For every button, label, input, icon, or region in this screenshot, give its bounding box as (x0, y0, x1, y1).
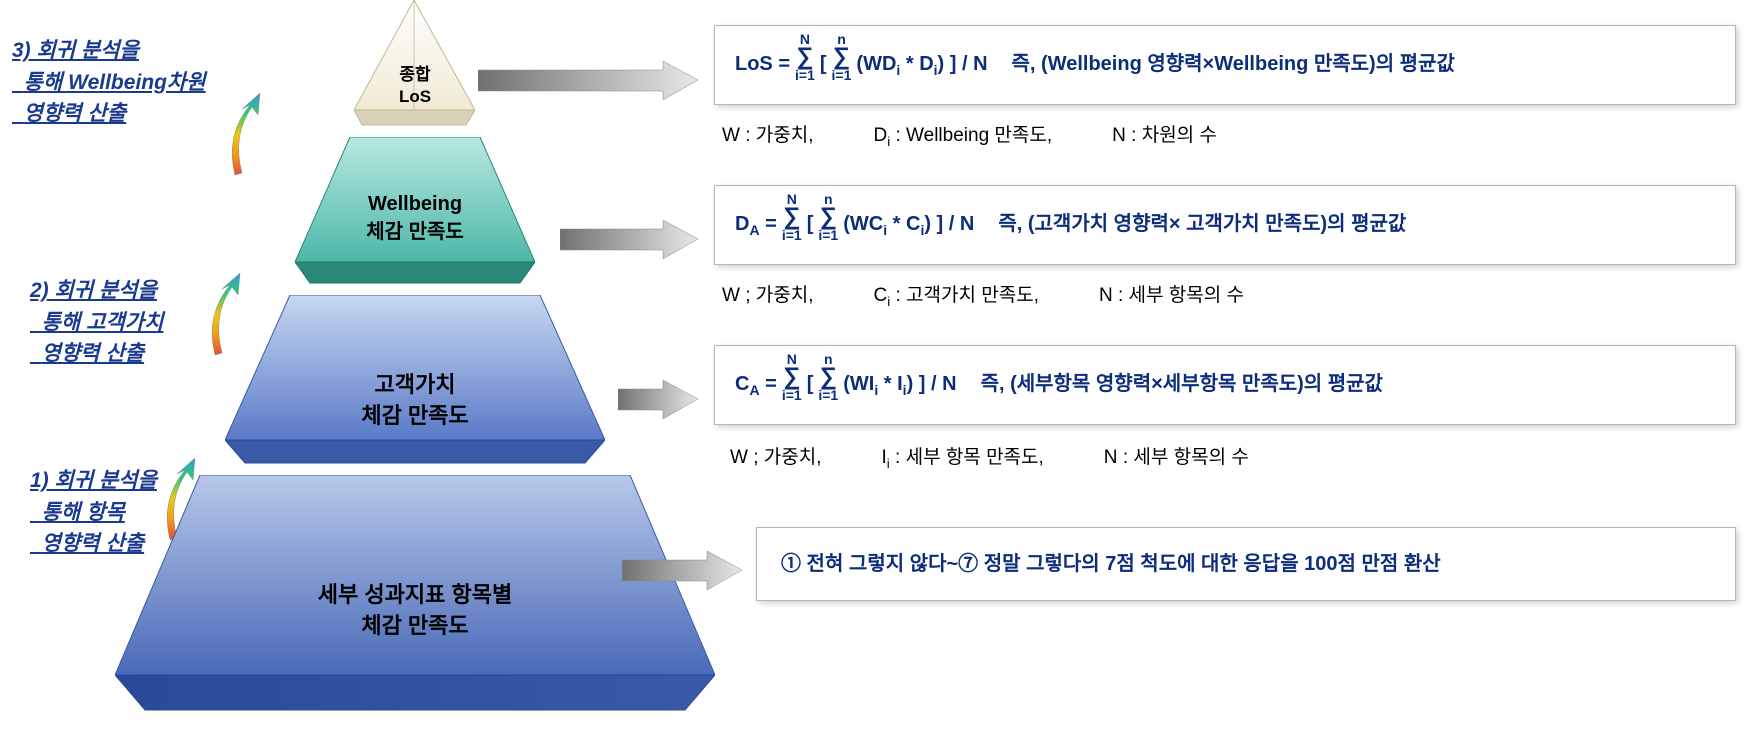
sigma-icon: N ∑ i=1 (782, 192, 802, 242)
bottom-note-text: ① 전혀 그렇지 않다~⑦ 정말 그렇다의 7점 척도에 대한 응답을 100점… (781, 553, 1441, 575)
pyramid-level-2-label: Wellbeing 체감 만족도 (305, 190, 525, 246)
formula-los-equation: LoS = N ∑ i=1 [ n ∑ i=1 (WDi * Di) ] / N… (735, 40, 1715, 90)
formula-ca-legend: W ; 가중치, Ii : 세부 항목 만족도, N : 세부 항목의 수 (730, 442, 1249, 471)
sigma-icon: n ∑ i=1 (818, 352, 838, 402)
sigma-icon: n ∑ i=1 (832, 32, 852, 82)
pyramid: 세부 성과지표 항목별 체감 만족도 고객가치 체감 만족도 (95, 0, 735, 730)
formula-ca-equation: CA = N ∑ i=1 [ n ∑ i=1 (WIi * Ii) ] / N … (735, 360, 1715, 410)
formula-los-legend: W : 가중치, Di : Wellbeing 만족도, N : 차원의 수 (722, 120, 1217, 149)
sigma-icon: N ∑ i=1 (795, 32, 815, 82)
diagram-container: 3) 회귀 분석을 통해 Wellbeing차원 영향력 산출 2) 회귀 분석… (0, 0, 1763, 734)
formula-box-da: DA = N ∑ i=1 [ n ∑ i=1 (WCi * Ci) ] / N … (714, 185, 1736, 265)
h-arrow-2-icon (560, 217, 698, 262)
formula-box-los: LoS = N ∑ i=1 [ n ∑ i=1 (WDi * Di) ] / N… (714, 25, 1736, 105)
bottom-note-box: ① 전혀 그렇지 않다~⑦ 정말 그렇다의 7점 척도에 대한 응답을 100점… (756, 527, 1736, 601)
h-arrow-4-icon (622, 548, 742, 593)
h-arrow-1-icon (478, 58, 698, 103)
sigma-icon: N ∑ i=1 (782, 352, 802, 402)
sigma-icon: n ∑ i=1 (818, 192, 838, 242)
pyramid-level-4-label: 세부 성과지표 항목별 체감 만족도 (175, 580, 655, 642)
formula-box-ca: CA = N ∑ i=1 [ n ∑ i=1 (WIi * Ii) ] / N … (714, 345, 1736, 425)
formula-da-legend: W ; 가중치, Ci : 고객가치 만족도, N : 세부 항목의 수 (722, 280, 1244, 309)
formula-da-equation: DA = N ∑ i=1 [ n ∑ i=1 (WCi * Ci) ] / N … (735, 200, 1715, 250)
pyramid-level-3-label: 고객가치 체감 만족도 (245, 370, 585, 432)
pyramid-level-1-label: 종합 LoS (351, 64, 479, 108)
h-arrow-3-icon (618, 377, 698, 422)
